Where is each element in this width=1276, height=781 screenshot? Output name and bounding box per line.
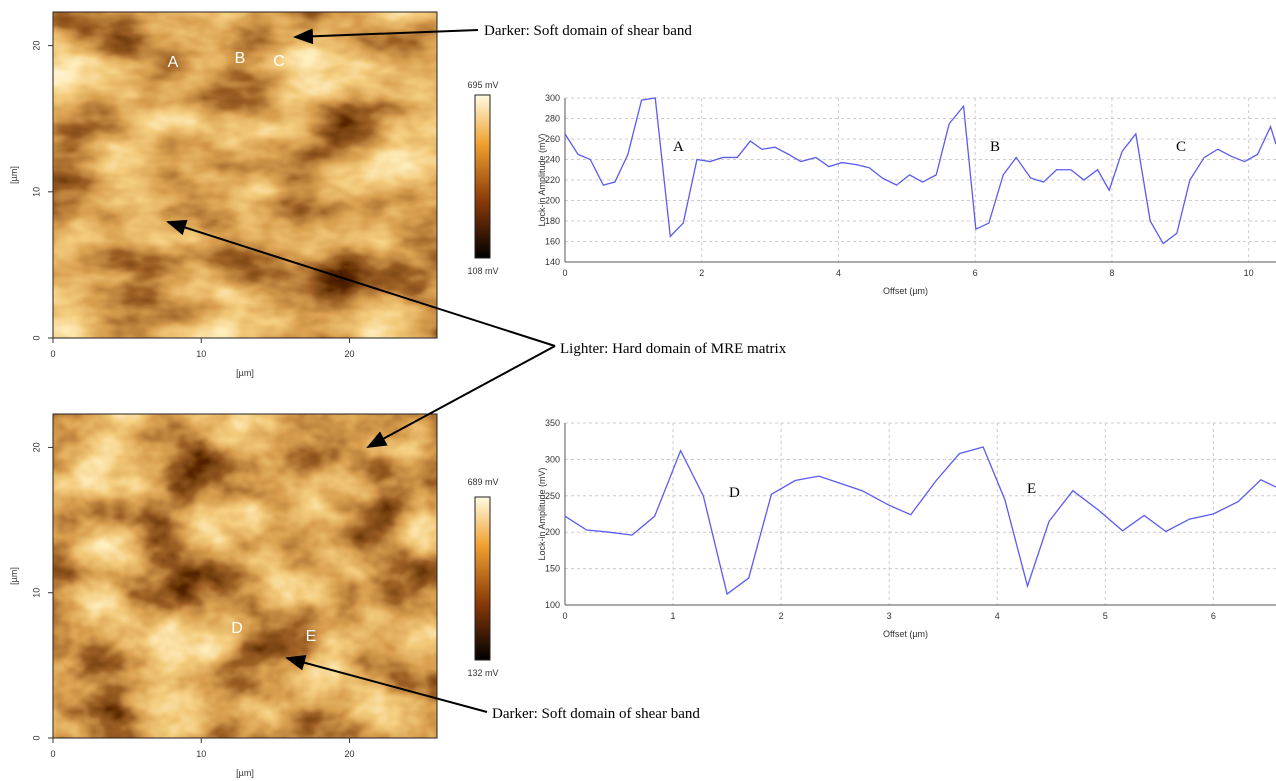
y-tick-label: 20 (31, 442, 41, 452)
x-tick-label: 10 (196, 349, 206, 359)
y-tick-label: 220 (545, 175, 560, 185)
x-tick-label: 5 (1103, 611, 1108, 621)
x-tick-label: 2 (699, 268, 704, 278)
colorbar (474, 496, 491, 661)
annotation: A (673, 139, 684, 155)
image-frame (52, 413, 438, 739)
image-label: C (273, 53, 285, 70)
y-tick-label: 0 (31, 335, 41, 340)
y-tick-label: 140 (545, 257, 560, 267)
x-tick-label: 6 (973, 268, 978, 278)
y-tick-label: 250 (545, 491, 560, 501)
colorbar (474, 94, 491, 259)
image-label: A (168, 54, 179, 71)
y-tick-label: 180 (545, 216, 560, 226)
x-tick-label: 8 (1109, 268, 1114, 278)
y-tick-label: 150 (545, 564, 560, 574)
annotation: D (729, 485, 740, 501)
y-tick-label: 300 (545, 93, 560, 103)
y-tick-label: 350 (545, 418, 560, 428)
y-tick-label: 0 (31, 735, 41, 740)
x-tick-label: 0 (562, 611, 567, 621)
callout: Darker: Soft domain of shear band (492, 706, 700, 722)
x-tick-label: 0 (562, 268, 567, 278)
afm-image (53, 12, 437, 338)
x-axis-label: Offset (µm) (883, 629, 928, 639)
x-tick-label: 4 (995, 611, 1000, 621)
annotation: C (1176, 139, 1186, 155)
x-tick-label: 20 (345, 749, 355, 759)
y-axis-label: [µm] (9, 166, 19, 184)
colorbar-max: 695 mV (467, 80, 498, 90)
x-tick-label: 10 (1244, 268, 1254, 278)
x-tick-label: 20 (345, 349, 355, 359)
line (565, 97, 1276, 245)
x-tick-label: 4 (836, 268, 841, 278)
y-tick-label: 280 (545, 114, 560, 124)
x-tick-label: 2 (779, 611, 784, 621)
y-tick-label: 10 (31, 588, 41, 598)
callout: Darker: Soft domain of shear band (484, 23, 692, 39)
annotation: E (1027, 481, 1036, 497)
colorbar-min: 108 mV (467, 266, 498, 276)
y-axis-label: Lock-in Amplitude (mV) (537, 467, 547, 560)
colorbar-max: 689 mV (467, 477, 498, 487)
annotation: B (990, 139, 1000, 155)
line (565, 446, 1276, 596)
x-axis-label: Offset (µm) (883, 286, 928, 296)
x-tick-label: 10 (196, 749, 206, 759)
afm-image (53, 414, 437, 738)
x-tick-label: 3 (887, 611, 892, 621)
y-tick-label: 260 (545, 134, 560, 144)
x-axis-label: [µm] (236, 368, 254, 378)
y-tick-label: 300 (545, 454, 560, 464)
arrows (166, 28, 556, 713)
y-axis-label: Lock-in Amplitude (mV) (537, 133, 547, 226)
x-tick-label: 0 (50, 749, 55, 759)
x-axis-label: [µm] (236, 768, 254, 778)
callout: Lighter: Hard domain of MRE matrix (560, 341, 787, 357)
y-tick-label: 240 (545, 155, 560, 165)
y-tick-label: 100 (545, 600, 560, 610)
y-tick-label: 20 (31, 41, 41, 51)
image-label: B (235, 50, 246, 67)
image-frame (52, 11, 438, 339)
x-tick-label: 1 (671, 611, 676, 621)
y-tick-label: 200 (545, 196, 560, 206)
image-label: E (306, 628, 317, 645)
y-tick-label: 160 (545, 237, 560, 247)
y-tick-label: 10 (31, 187, 41, 197)
x-tick-label: 0 (50, 349, 55, 359)
x-tick-label: 6 (1211, 611, 1216, 621)
y-tick-label: 200 (545, 527, 560, 537)
colorbar-min: 132 mV (467, 668, 498, 678)
image-label: D (231, 620, 243, 637)
y-axis-label: [µm] (9, 567, 19, 585)
